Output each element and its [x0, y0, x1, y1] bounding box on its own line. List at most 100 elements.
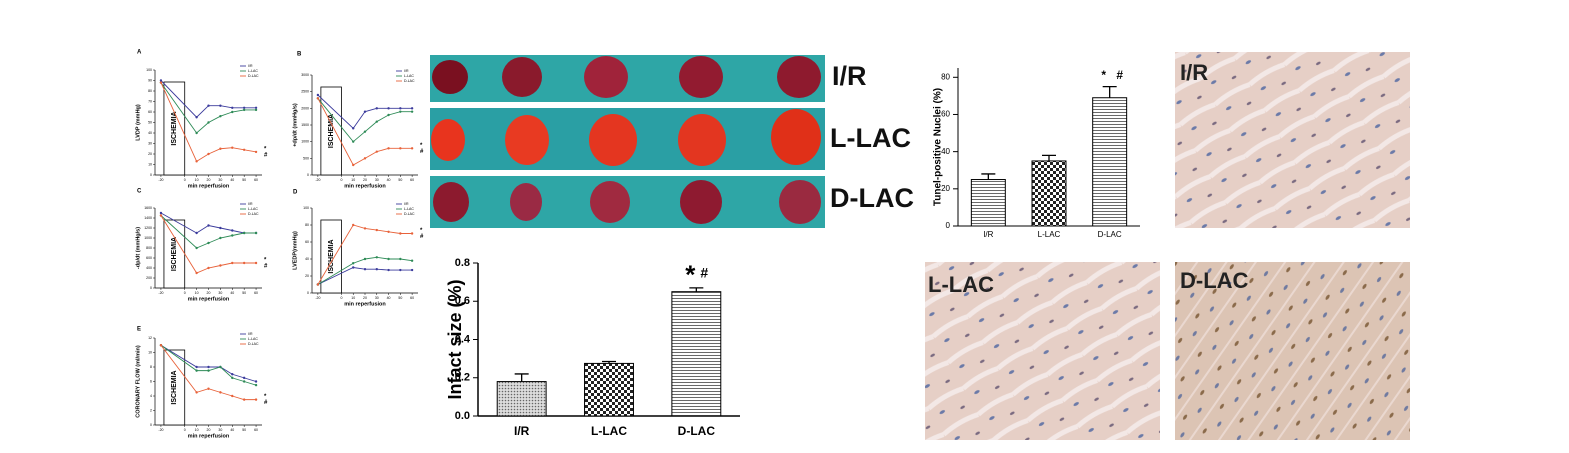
bar	[1092, 97, 1128, 227]
data-point	[207, 104, 210, 107]
x-tick-label: 60	[254, 178, 258, 182]
data-point	[352, 262, 355, 265]
y-axis-title: CORONARY FLOW (ml/min)	[135, 345, 141, 418]
y-tick-label: 4	[150, 394, 152, 398]
data-point	[254, 380, 258, 383]
data-point	[195, 365, 198, 369]
data-point	[375, 256, 378, 259]
data-point	[410, 107, 414, 110]
data-point	[399, 147, 402, 150]
data-point	[387, 147, 390, 150]
data-point	[399, 232, 402, 235]
data-point	[352, 223, 355, 227]
y-tick-label: 2000	[301, 106, 309, 110]
y-tick-label: 1600	[144, 206, 152, 210]
data-point	[363, 268, 367, 271]
x-tick-label: 10	[351, 296, 355, 300]
data-point	[363, 157, 367, 160]
data-point	[375, 120, 378, 123]
y-tick-label: 0	[150, 173, 152, 177]
x-tick-label: -20	[158, 428, 163, 432]
data-point	[242, 231, 246, 235]
annotation: #	[264, 152, 268, 158]
y-tick-label: 0	[307, 173, 309, 177]
data-point	[195, 160, 198, 163]
heart-label: I/R	[832, 61, 867, 91]
data-point	[352, 266, 355, 269]
heart-label: L-LAC	[830, 123, 911, 153]
annotation: #	[264, 264, 268, 270]
panel-letter: C	[137, 189, 142, 195]
x-tick-label: -20	[315, 178, 320, 182]
data-point	[207, 224, 210, 227]
y-axis-title: +dp/dt (mmHg/s)	[292, 103, 298, 147]
histology: I/R L-LAC D-LAC	[925, 52, 1410, 440]
bar	[671, 291, 722, 417]
x-tick-label: L-LAC	[591, 424, 627, 438]
y-tick-label: 10	[148, 162, 152, 166]
x-tick-label: L-LAC	[1038, 230, 1061, 239]
data-point	[207, 365, 210, 369]
y-tick-label: 0	[946, 221, 951, 230]
annotation: #	[700, 265, 708, 281]
x-tick-label: 30	[375, 296, 379, 300]
y-tick-label: 2500	[301, 90, 309, 94]
annotation: #	[264, 400, 268, 406]
data-point	[399, 107, 402, 110]
y-tick-label: 1400	[144, 216, 152, 220]
ischemia-box	[163, 349, 186, 426]
data-point	[375, 107, 378, 110]
histology-label: I/R	[1180, 60, 1208, 85]
data-point	[207, 369, 210, 372]
y-tick-label: 0	[307, 291, 309, 295]
data-point	[195, 116, 198, 119]
data-point	[363, 130, 367, 133]
y-tick-label: 6	[150, 379, 152, 383]
x-tick-label: 40	[230, 428, 234, 432]
data-point	[399, 110, 402, 113]
histology-label: D-LAC	[1180, 268, 1249, 293]
x-tick-label: 0	[184, 291, 186, 295]
data-point	[195, 369, 198, 372]
error-bar	[514, 373, 529, 382]
data-point	[410, 147, 414, 150]
data-point	[159, 211, 163, 215]
data-point	[254, 231, 258, 235]
data-point	[207, 121, 210, 124]
data-point	[254, 261, 258, 265]
data-point	[242, 106, 246, 110]
y-tick-label: 1200	[144, 226, 152, 230]
panel-letter: D	[293, 190, 298, 196]
data-point	[219, 391, 222, 394]
x-tick-label: 30	[218, 428, 222, 432]
heart-photos: I/R L-LAC D-LAC	[430, 55, 914, 228]
data-point	[387, 230, 390, 233]
x-tick-label: 20	[363, 296, 367, 300]
x-tick-label: 20	[363, 178, 367, 182]
data-point	[231, 106, 234, 110]
legend-label: L-LAC	[248, 69, 258, 73]
bar	[584, 362, 634, 417]
data-point	[231, 394, 234, 398]
data-point	[242, 376, 246, 380]
data-point	[159, 81, 163, 84]
legend-label: I/R	[248, 332, 253, 336]
data-point	[387, 257, 390, 261]
legend-label: D-LAC	[404, 212, 415, 216]
data-point	[231, 146, 234, 149]
data-point	[352, 163, 355, 167]
y-tick-label: 1000	[301, 140, 309, 144]
y-tick-label: 20	[941, 184, 950, 193]
data-point	[254, 150, 258, 154]
data-point	[195, 271, 198, 275]
legend-label: I/R	[404, 69, 409, 73]
annotation: #	[420, 234, 424, 240]
y-tick-label: 60	[941, 110, 950, 119]
y-tick-label: 12	[148, 336, 152, 340]
x-axis-title: min reperfusion	[188, 183, 230, 189]
y-tick-label: 60	[305, 240, 309, 244]
x-tick-label: 40	[230, 178, 234, 182]
x-tick-label: 30	[375, 178, 379, 182]
data-point	[231, 261, 234, 265]
